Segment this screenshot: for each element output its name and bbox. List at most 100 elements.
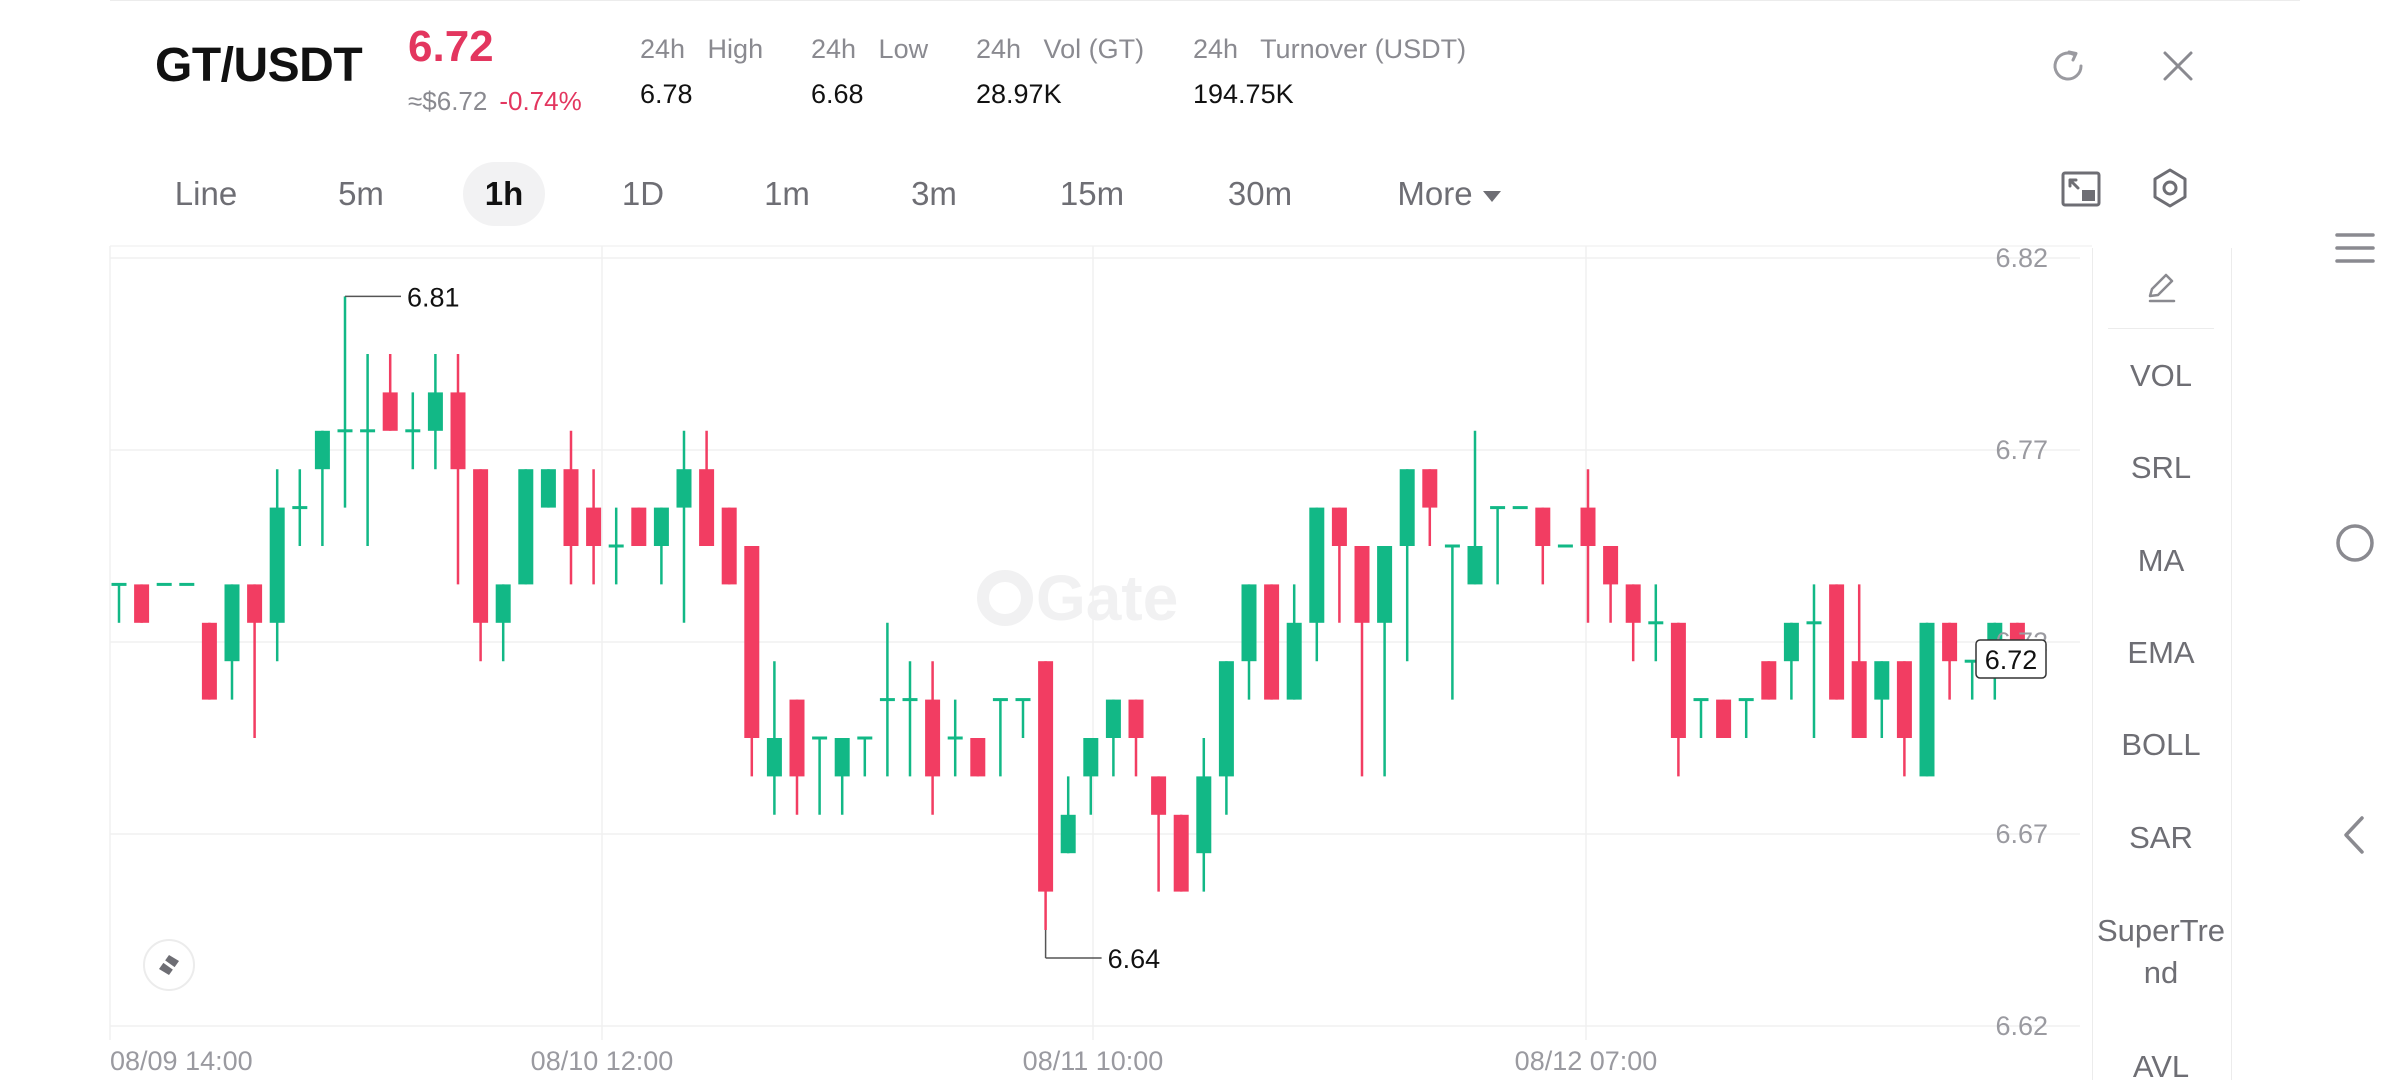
indicator-sar[interactable]: SAR bbox=[2129, 820, 2193, 855]
stat-label: 24h Vol (GT) bbox=[976, 34, 1145, 64]
indicator-ema[interactable]: EMA bbox=[2127, 635, 2195, 670]
candle-body bbox=[1060, 814, 1076, 854]
tab-15m[interactable]: 15m bbox=[1059, 175, 1125, 212]
candle-body bbox=[337, 429, 353, 433]
candle-body bbox=[1829, 584, 1845, 700]
candle-body bbox=[586, 507, 602, 546]
tab-5m[interactable]: 5m bbox=[338, 175, 384, 212]
candle-body bbox=[495, 584, 511, 623]
candle-body bbox=[1083, 738, 1099, 777]
indicator-ma[interactable]: MA bbox=[2137, 543, 2185, 578]
tab-3m[interactable]: 3m bbox=[911, 175, 957, 212]
candle-body bbox=[699, 469, 715, 546]
candle-body bbox=[1896, 661, 1912, 738]
draw-pen-icon[interactable] bbox=[2142, 268, 2180, 306]
refresh-icon[interactable] bbox=[2048, 46, 2088, 86]
candle-body bbox=[292, 506, 308, 510]
candle-body bbox=[405, 429, 421, 433]
candle-body bbox=[1286, 622, 1302, 700]
candle-body bbox=[631, 507, 647, 546]
indicator-vol[interactable]: VOL bbox=[2129, 358, 2193, 393]
tab-1d[interactable]: 1D bbox=[621, 175, 665, 212]
caret-down-icon bbox=[1482, 190, 1501, 202]
tab-line[interactable]: Line bbox=[174, 175, 238, 212]
fullscreen-icon[interactable] bbox=[2060, 168, 2102, 210]
price-change: -0.74% bbox=[499, 86, 582, 116]
candle-body bbox=[1490, 506, 1506, 510]
candle-body bbox=[473, 469, 489, 623]
y-tick-label: 6.82 bbox=[1995, 243, 2048, 273]
tab-more-label: More bbox=[1397, 175, 1473, 212]
stat-turnover: 24h Turnover (USDT) 194.75K bbox=[1193, 34, 1466, 110]
candle-body bbox=[766, 738, 782, 777]
back-icon[interactable] bbox=[2336, 814, 2372, 856]
current-price-label: 6.72 bbox=[1985, 645, 2038, 675]
candles bbox=[111, 296, 2025, 930]
stat-label: 24h Turnover (USDT) bbox=[1193, 34, 1467, 64]
candle-body bbox=[1309, 507, 1325, 623]
tab-30m[interactable]: 30m bbox=[1227, 175, 1293, 212]
indicator-panel bbox=[2092, 248, 2232, 1080]
chart-labels: 6.82 6.77 6.72 6.67 6.62 08/09 14:00 08/10 12:… bbox=[110, 243, 2048, 1076]
stat-value: 28.97K bbox=[976, 79, 1062, 109]
stat-value: 194.75K bbox=[1193, 79, 1294, 109]
close-icon[interactable] bbox=[2160, 48, 2196, 84]
candle-body bbox=[1038, 661, 1054, 892]
candle-body bbox=[789, 699, 805, 777]
candle-body bbox=[269, 507, 285, 623]
candle-body bbox=[1580, 507, 1596, 546]
candlestick-chart[interactable]: Gate 6.82 6.77 6.72 6.67 6.62 08/09 14:00 08/1… bbox=[0, 0, 2092, 1080]
candle-body bbox=[879, 698, 895, 702]
tab-1m[interactable]: 1m bbox=[764, 175, 810, 212]
tab-1h[interactable]: 1h bbox=[463, 162, 545, 226]
indicator-boll[interactable]: BOLL bbox=[2121, 727, 2201, 762]
candle-body bbox=[360, 429, 376, 433]
settings-icon[interactable] bbox=[2148, 166, 2192, 210]
current-price-tag bbox=[1975, 639, 2047, 679]
stat-value: 6.78 bbox=[640, 79, 693, 109]
candle-body bbox=[1444, 544, 1460, 548]
candle-body bbox=[744, 546, 760, 738]
candle-body bbox=[1716, 699, 1732, 738]
candle-body bbox=[518, 469, 534, 585]
candle-body bbox=[1241, 584, 1257, 662]
candle-body bbox=[1670, 622, 1686, 738]
home-icon[interactable] bbox=[2334, 522, 2376, 564]
watermark: Gate bbox=[977, 562, 1178, 634]
candle-body bbox=[1919, 622, 1935, 777]
candle-body bbox=[902, 698, 918, 702]
candle-body bbox=[224, 584, 240, 662]
candle-body bbox=[1942, 622, 1958, 662]
candle-body bbox=[1557, 544, 1573, 548]
candle-body bbox=[563, 469, 579, 546]
stat-label: 24h Low bbox=[811, 34, 929, 64]
candle-body bbox=[947, 736, 963, 740]
candle-body bbox=[1964, 659, 1980, 663]
candle-body bbox=[676, 469, 692, 508]
chart-reset-icon[interactable] bbox=[142, 938, 196, 992]
candle-body bbox=[1625, 584, 1641, 623]
tab-more[interactable]: More bbox=[1384, 162, 1514, 226]
candle-body bbox=[1173, 814, 1189, 892]
candle-body bbox=[1196, 776, 1212, 854]
candle-body bbox=[540, 469, 556, 508]
candle-body bbox=[1399, 469, 1415, 546]
candle-body bbox=[1264, 584, 1280, 700]
watermark-logo bbox=[977, 570, 1033, 626]
candle-body bbox=[156, 582, 172, 586]
candle-body bbox=[1761, 661, 1777, 700]
candle-body bbox=[925, 699, 941, 777]
indicator-srl[interactable]: SRL bbox=[2130, 450, 2192, 485]
stat-high: 24h High 6.78 bbox=[640, 34, 763, 110]
candle-body bbox=[1851, 661, 1867, 738]
candle-body bbox=[1806, 621, 1822, 625]
candle-body bbox=[1377, 546, 1393, 623]
menu-icon[interactable] bbox=[2334, 230, 2376, 266]
indicator-supertrend[interactable]: SuperTre nd bbox=[2096, 913, 2226, 990]
stat-low: 24h Low 6.68 bbox=[811, 34, 928, 110]
candle-body bbox=[450, 392, 466, 470]
stat-value: 6.68 bbox=[811, 79, 864, 109]
indicator-avl[interactable]: AVL bbox=[2132, 1049, 2190, 1080]
pair-title: GT/USDT bbox=[155, 39, 363, 92]
candle-body bbox=[314, 430, 330, 470]
